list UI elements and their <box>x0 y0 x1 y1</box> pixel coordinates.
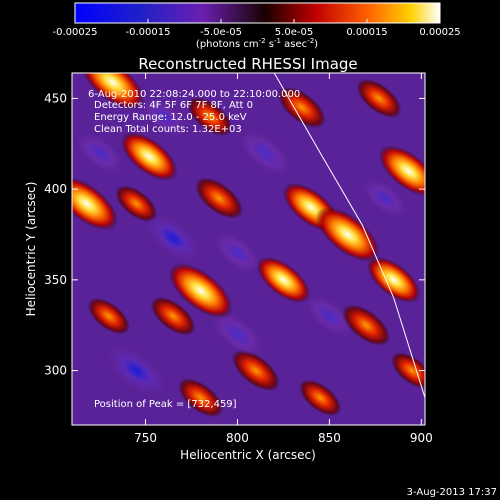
y-axis: 300 350 400 450 <box>44 91 425 378</box>
colorbar-tick-label: 0.00025 <box>419 27 460 38</box>
emission-source <box>342 304 391 346</box>
y-tick-label: 400 <box>44 182 67 196</box>
negative-residual <box>212 313 263 356</box>
x-tick-label: 850 <box>318 431 341 445</box>
x-tick-label: 750 <box>134 431 157 445</box>
emission-source <box>356 78 402 118</box>
emission-source <box>256 256 311 303</box>
emission-source <box>195 177 244 219</box>
emission-source <box>87 297 130 335</box>
heatmap <box>72 73 425 425</box>
emission-source <box>115 185 158 222</box>
colorbar-tick-label: -5.0e-05 <box>200 27 242 38</box>
emission-source <box>366 256 421 303</box>
negative-residual <box>77 133 123 173</box>
colorbar: -0.00025 -0.00015 -5.0e-05 5.0e-05 0.00015 0.… <box>53 2 461 50</box>
annotation-energy: Energy Range: 12.0 - 25.0 keV <box>94 112 247 123</box>
negative-residual <box>306 296 352 336</box>
negative-residual <box>363 179 406 217</box>
colorbar-tick-label: -0.00025 <box>53 27 98 38</box>
annotation-time-range: 6-Aug-2010 22:08:24.000 to 22:10:00.000 <box>88 89 300 100</box>
emission-source <box>120 132 178 181</box>
emission-source <box>277 86 326 129</box>
emission-source <box>315 207 380 262</box>
colorbar-tick-label: 0.00015 <box>346 27 387 38</box>
y-tick-label: 450 <box>44 91 67 105</box>
x-axis: 750 800 850 900 <box>134 73 433 445</box>
negative-residual <box>146 215 200 262</box>
emission-source <box>80 73 145 110</box>
colorbar-unit-label: (photons cm-2 s-1 asec-2) <box>196 37 318 50</box>
emission-source <box>391 352 425 389</box>
colorbar-tick-label: -0.00015 <box>126 27 171 38</box>
colorbar-tick-label: 5.0e-05 <box>275 27 313 38</box>
negative-residual <box>108 346 165 395</box>
annotation-clean: Clean Total counts: 1.32E+03 <box>94 124 242 135</box>
emission-source <box>187 97 233 136</box>
negative-residual <box>142 98 185 135</box>
peak-position-label: Position of Peak = [732,459] <box>94 399 237 410</box>
y-axis-label: Heliocentric Y (arcsec) <box>24 182 38 317</box>
y-tick-label: 300 <box>44 364 67 378</box>
solar-limb-curve <box>273 73 425 398</box>
x-tick-label: 800 <box>226 431 249 445</box>
footer-timestamp: 3-Aug-2013 17:37 <box>407 487 497 498</box>
emission-source <box>168 263 233 319</box>
y-tick-label: 350 <box>44 273 67 287</box>
emission-source <box>72 176 118 231</box>
emission-source <box>299 379 342 416</box>
x-tick-label: 900 <box>410 431 433 445</box>
annotation-block: 6-Aug-2010 22:08:24.000 to 22:10:00.000 … <box>88 89 300 135</box>
emission-source <box>178 378 224 418</box>
negative-residual <box>214 233 260 273</box>
chart-title: Reconstructed RHESSI Image <box>138 55 357 73</box>
negative-residual <box>240 131 290 175</box>
emission-source <box>378 145 425 197</box>
x-axis-label: Heliocentric X (arcsec) <box>180 448 316 462</box>
emission-source <box>150 296 196 336</box>
plot-frame <box>71 72 426 426</box>
emission-source <box>231 349 280 392</box>
annotation-detectors: Detectors: 4F 5F 6F 7F 8F, Att 0 <box>94 100 253 111</box>
colorbar-gradient <box>74 2 441 24</box>
